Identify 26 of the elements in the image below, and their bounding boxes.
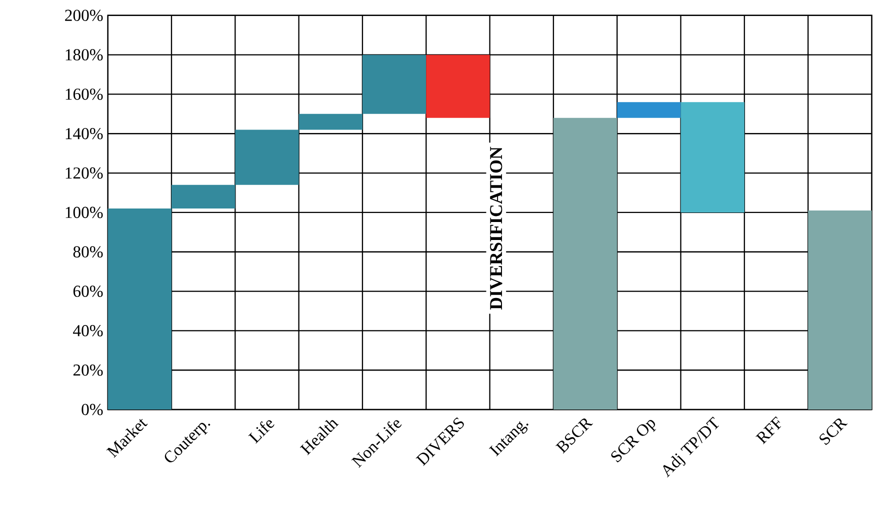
bar — [617, 102, 681, 118]
bar — [426, 55, 490, 118]
bar — [362, 55, 426, 114]
y-tick-label: 140% — [66, 128, 103, 140]
y-tick-label: 180% — [66, 49, 103, 61]
x-tick-label: Life — [248, 420, 274, 444]
y-tick-label: 100% — [66, 207, 103, 218]
bar — [172, 185, 236, 209]
y-tick-label: 120% — [66, 168, 103, 179]
y-tick-label: 160% — [66, 88, 103, 100]
y-tick-label: 200% — [65, 10, 103, 22]
y-tick-label: 20% — [73, 364, 103, 376]
x-tick-label: RFF — [756, 416, 782, 444]
x-tick-label: SCR Op — [611, 420, 656, 463]
bar — [553, 118, 618, 410]
bar — [108, 208, 172, 410]
annotation: DIVERSIFICATION — [490, 146, 502, 310]
y-tick-label: 40% — [73, 325, 103, 337]
x-tick-label: SCR — [820, 418, 848, 446]
bar — [680, 102, 744, 213]
y-tick-label: 60% — [73, 286, 103, 298]
y-tick-label: 80% — [73, 246, 103, 258]
bar — [808, 210, 872, 410]
bar — [298, 114, 362, 130]
y-tick-label: 0% — [82, 404, 103, 416]
bar — [235, 130, 299, 186]
